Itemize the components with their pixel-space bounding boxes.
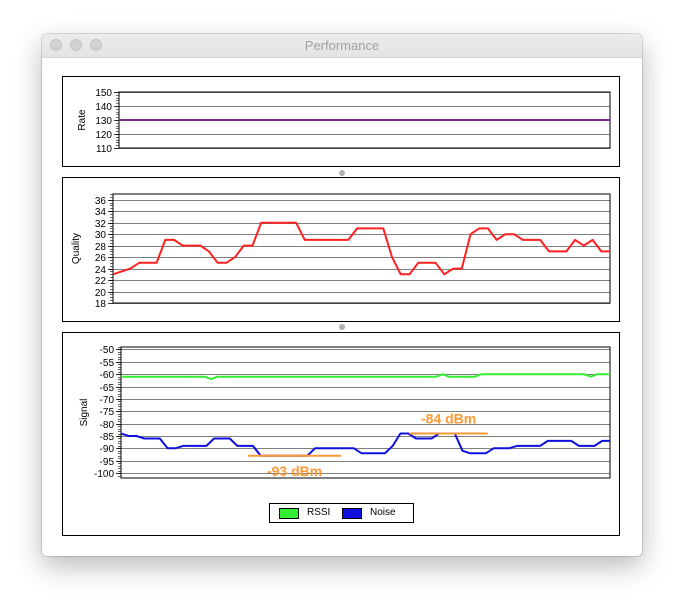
y-tick-label: -50: [100, 345, 115, 356]
noise-line: [120, 432, 610, 457]
y-tick-label: 18: [95, 299, 107, 310]
series-0-line: [112, 221, 610, 276]
y-tick-label: 32: [95, 219, 107, 230]
signal-chart: -50 -55-60 -65-70-75 -80-85-90 -95-100 Signal…: [79, 345, 611, 480]
splitter-handle-1[interactable]: [339, 170, 345, 176]
charts-area: 150 140 130 120 110 Rate 36 34 32 30 28 26 24 22 20 18…: [42, 58, 642, 556]
y-tick-label: -85: [100, 432, 115, 443]
y-tick-label: 24: [95, 265, 107, 276]
y-tick-label: 26: [95, 253, 107, 264]
noise-legend-label: Noise: [370, 507, 396, 518]
chart-legend: RSSI Noise: [269, 503, 414, 523]
window-title: Performance: [304, 38, 380, 53]
performance-window: Performance 150 140 130 120 110 Rate 36 34 32 30…: [42, 34, 642, 556]
y-tick-label: 110: [96, 144, 112, 155]
y-tick-label: 120: [95, 130, 112, 141]
annotation-label: -84 dBm: [421, 411, 476, 427]
y-tick-label: 20: [95, 288, 107, 299]
title-bar[interactable]: Performance: [42, 34, 642, 58]
y-tick-label: 130: [95, 116, 112, 127]
y-tick-label: -65: [100, 383, 115, 394]
noise-legend-swatch: [342, 508, 362, 519]
y-tick-label: 30: [95, 230, 107, 241]
plot-frame: [112, 193, 611, 304]
signal-chart-panel: -50 -55 -60 -65 -70 -75 -80 -85 -90 -95 -100 Signal…: [62, 332, 620, 536]
y-tick-label: -95: [100, 457, 115, 468]
y-axis-label: Signal: [79, 399, 90, 427]
y-tick-label: -75: [100, 407, 115, 418]
minimize-button[interactable]: [70, 39, 82, 51]
y-tick-label: -80: [100, 420, 115, 431]
quality-chart-panel: 36 34 32 30 28 26 24 22 20 18 Quality: [62, 177, 620, 322]
zoom-button[interactable]: [90, 39, 102, 51]
y-tick-label: 36: [95, 196, 107, 207]
y-tick-label: -70: [100, 395, 115, 406]
annotation-label: -93 dBm: [267, 463, 322, 479]
rssi-legend-label: RSSI: [307, 507, 331, 518]
y-axis-label: Quality: [71, 233, 82, 264]
y-tick-label: -60: [100, 370, 115, 381]
y-tick-label: 150: [95, 88, 112, 99]
y-tick-label: 22: [95, 276, 107, 287]
y-tick-label: 28: [95, 242, 107, 253]
y-tick-label: -100: [94, 469, 114, 480]
rssi-line: [121, 373, 610, 381]
close-button[interactable]: [50, 39, 62, 51]
rate-chart: 150 140 130 120 110 Rate: [77, 88, 611, 155]
y-tick-label: 140: [95, 102, 112, 113]
rssi-legend-swatch: [279, 508, 299, 519]
y-axis-label: Rate: [77, 109, 88, 131]
y-tick-label: -55: [100, 358, 115, 369]
plot-frame: [120, 346, 611, 479]
y-tick-label: -90: [100, 444, 115, 455]
splitter-handle-2[interactable]: [339, 324, 345, 330]
y-tick-label: 34: [95, 207, 107, 218]
rate-chart-panel: 150 140 130 120 110 Rate: [62, 76, 620, 167]
